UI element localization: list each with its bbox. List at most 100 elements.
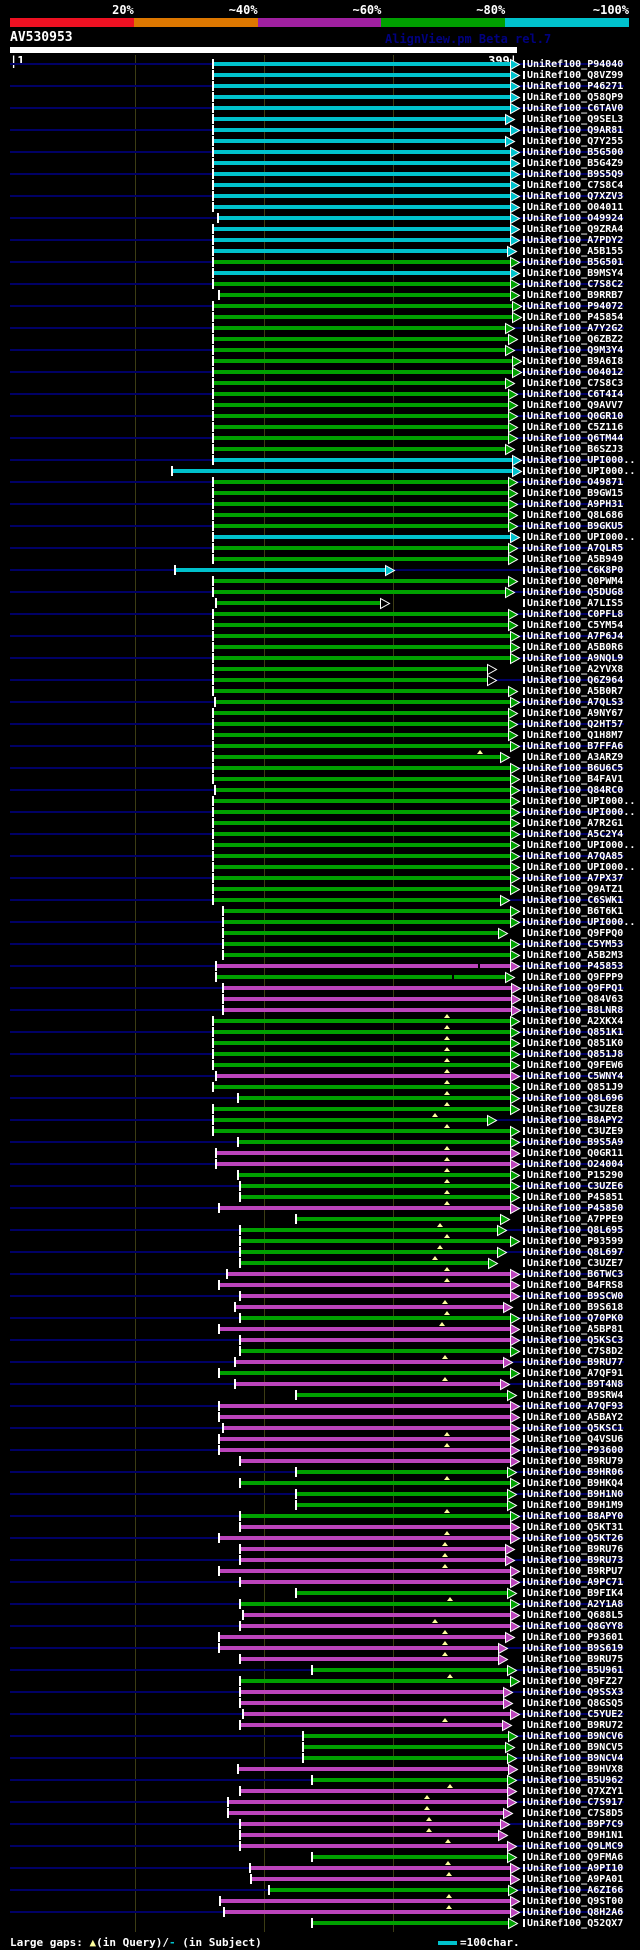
hit-bar[interactable] bbox=[213, 117, 505, 121]
hit-label[interactable]: UniRef100_B9P7C9 bbox=[527, 1819, 624, 1830]
hit-label[interactable]: UniRef100_Q9SEL3 bbox=[527, 114, 624, 125]
hit-bar[interactable] bbox=[213, 1030, 510, 1034]
hit-bar[interactable] bbox=[213, 249, 507, 253]
hit-bar[interactable] bbox=[243, 1712, 510, 1716]
hit-label[interactable]: UniRef100_Q5KSC1 bbox=[527, 1423, 624, 1434]
hit-label[interactable]: UniRef100_Q9AVV7 bbox=[527, 400, 624, 411]
hit-bar[interactable] bbox=[240, 1833, 498, 1837]
hit-bar[interactable] bbox=[240, 1657, 498, 1661]
hit-label[interactable]: UniRef100_Q8GSQ5 bbox=[527, 1698, 624, 1709]
hit-bar[interactable] bbox=[213, 425, 508, 429]
hit-bar[interactable] bbox=[240, 1294, 510, 1298]
hit-bar[interactable] bbox=[213, 73, 510, 77]
hit-bar[interactable] bbox=[216, 1162, 510, 1166]
hit-label[interactable]: UniRef100_A5B949 bbox=[527, 554, 624, 565]
hit-label[interactable]: UniRef100_B9GW15 bbox=[527, 488, 624, 499]
hit-label[interactable]: UniRef100_B9SCW0 bbox=[527, 1291, 624, 1302]
hit-bar[interactable] bbox=[215, 700, 510, 704]
hit-label[interactable]: UniRef100_Q6TM44 bbox=[527, 433, 624, 444]
hit-label[interactable]: UniRef100_A2XKX4 bbox=[527, 1016, 624, 1027]
hit-label[interactable]: UniRef100_B9SRW4 bbox=[527, 1390, 624, 1401]
hit-label[interactable]: UniRef100_B8APY0 bbox=[527, 1511, 624, 1522]
hit-bar[interactable] bbox=[213, 62, 510, 66]
hit-bar[interactable] bbox=[240, 1316, 510, 1320]
hit-label[interactable]: UniRef100_C5YM54 bbox=[527, 620, 624, 631]
hit-bar[interactable] bbox=[235, 1305, 503, 1309]
hit-bar[interactable] bbox=[215, 788, 510, 792]
hit-label[interactable]: UniRef100_A7PX37 bbox=[527, 873, 624, 884]
hit-bar[interactable] bbox=[213, 238, 510, 242]
hit-label[interactable]: UniRef100_P46271 bbox=[527, 81, 624, 92]
hit-bar[interactable] bbox=[213, 205, 510, 209]
hit-label[interactable]: UniRef100_UPI000.. bbox=[527, 455, 636, 466]
hit-label[interactable]: UniRef100_C7S8D2 bbox=[527, 1346, 624, 1357]
hit-label[interactable]: UniRef100_O24004 bbox=[527, 1159, 624, 1170]
hit-label[interactable]: UniRef100_A7QF93 bbox=[527, 1401, 624, 1412]
hit-bar[interactable] bbox=[296, 1470, 507, 1474]
hit-bar[interactable] bbox=[213, 634, 510, 638]
hit-bar[interactable] bbox=[213, 689, 508, 693]
hit-label[interactable]: UniRef100_B9NCV4 bbox=[527, 1753, 624, 1764]
hit-bar[interactable] bbox=[240, 1261, 488, 1265]
hit-label[interactable]: UniRef100_C6T4I4 bbox=[527, 389, 624, 400]
hit-bar[interactable] bbox=[213, 1129, 510, 1133]
hit-bar[interactable] bbox=[219, 1371, 510, 1375]
hit-bar[interactable] bbox=[240, 1195, 510, 1199]
hit-bar[interactable] bbox=[213, 84, 510, 88]
hit-label[interactable]: UniRef100_B9HR06 bbox=[527, 1467, 624, 1478]
hit-label[interactable]: UniRef100_B9A6I8 bbox=[527, 356, 624, 367]
hit-bar[interactable] bbox=[219, 1206, 510, 1210]
hit-bar[interactable] bbox=[213, 656, 510, 660]
hit-label[interactable]: UniRef100_B9HVX8 bbox=[527, 1764, 624, 1775]
hit-bar[interactable] bbox=[175, 568, 385, 572]
hit-bar[interactable] bbox=[216, 1074, 510, 1078]
hit-bar[interactable] bbox=[240, 1338, 510, 1342]
hit-label[interactable]: UniRef100_C6TAV0 bbox=[527, 103, 624, 114]
hit-bar[interactable] bbox=[213, 447, 505, 451]
hit-label[interactable]: UniRef100_Q7Y255 bbox=[527, 136, 624, 147]
hit-label[interactable]: UniRef100_A7QLR5 bbox=[527, 543, 624, 554]
hit-bar[interactable] bbox=[218, 216, 510, 220]
hit-bar[interactable] bbox=[213, 733, 508, 737]
hit-bar[interactable] bbox=[213, 359, 512, 363]
hit-label[interactable]: UniRef100_O04012 bbox=[527, 367, 624, 378]
hit-bar[interactable] bbox=[213, 337, 508, 341]
hit-label[interactable]: UniRef100_P94072 bbox=[527, 301, 624, 312]
hit-bar[interactable] bbox=[213, 381, 505, 385]
hit-bar[interactable] bbox=[213, 546, 508, 550]
hit-bar[interactable] bbox=[224, 1910, 510, 1914]
hit-label[interactable]: UniRef100_Q8L697 bbox=[527, 1247, 624, 1258]
hit-bar[interactable] bbox=[216, 975, 505, 979]
hit-bar[interactable] bbox=[213, 1063, 510, 1067]
hit-label[interactable]: UniRef100_B4FRS8 bbox=[527, 1280, 624, 1291]
hit-bar[interactable] bbox=[213, 227, 510, 231]
hit-bar[interactable] bbox=[240, 1349, 510, 1353]
hit-label[interactable]: UniRef100_C3UZE6 bbox=[527, 1181, 624, 1192]
hit-label[interactable]: UniRef100_P45854 bbox=[527, 312, 624, 323]
hit-label[interactable]: UniRef100_C0PFL8 bbox=[527, 609, 624, 620]
hit-label[interactable]: UniRef100_Q6ZBZ2 bbox=[527, 334, 624, 345]
hit-label[interactable]: UniRef100_A6ZI66 bbox=[527, 1885, 624, 1896]
hit-bar[interactable] bbox=[269, 1888, 508, 1892]
hit-label[interactable]: UniRef100_O49924 bbox=[527, 213, 624, 224]
hit-bar[interactable] bbox=[213, 513, 508, 517]
hit-bar[interactable] bbox=[223, 942, 510, 946]
hit-label[interactable]: UniRef100_B9RU73 bbox=[527, 1555, 624, 1566]
hit-label[interactable]: UniRef100_C6K8P0 bbox=[527, 565, 624, 576]
hit-label[interactable]: UniRef100_A9NY67 bbox=[527, 708, 624, 719]
hit-label[interactable]: UniRef100_B9MSY4 bbox=[527, 268, 624, 279]
hit-bar[interactable] bbox=[213, 150, 510, 154]
hit-bar[interactable] bbox=[213, 678, 487, 682]
hit-bar[interactable] bbox=[227, 1272, 510, 1276]
hit-bar[interactable] bbox=[213, 480, 508, 484]
hit-bar[interactable] bbox=[213, 766, 510, 770]
hit-label[interactable]: UniRef100_B6SZJ3 bbox=[527, 444, 624, 455]
hit-label[interactable]: UniRef100_A7PDY2 bbox=[527, 235, 624, 246]
hit-bar[interactable] bbox=[213, 315, 512, 319]
hit-label[interactable]: UniRef100_A2Y1A8 bbox=[527, 1599, 624, 1610]
hit-bar[interactable] bbox=[213, 799, 510, 803]
hit-bar[interactable] bbox=[238, 1096, 510, 1100]
hit-label[interactable]: UniRef100_C3UZE8 bbox=[527, 1104, 624, 1115]
hit-label[interactable]: UniRef100_B9HKQ4 bbox=[527, 1478, 624, 1489]
hit-label[interactable]: UniRef100_A7PPE9 bbox=[527, 1214, 624, 1225]
